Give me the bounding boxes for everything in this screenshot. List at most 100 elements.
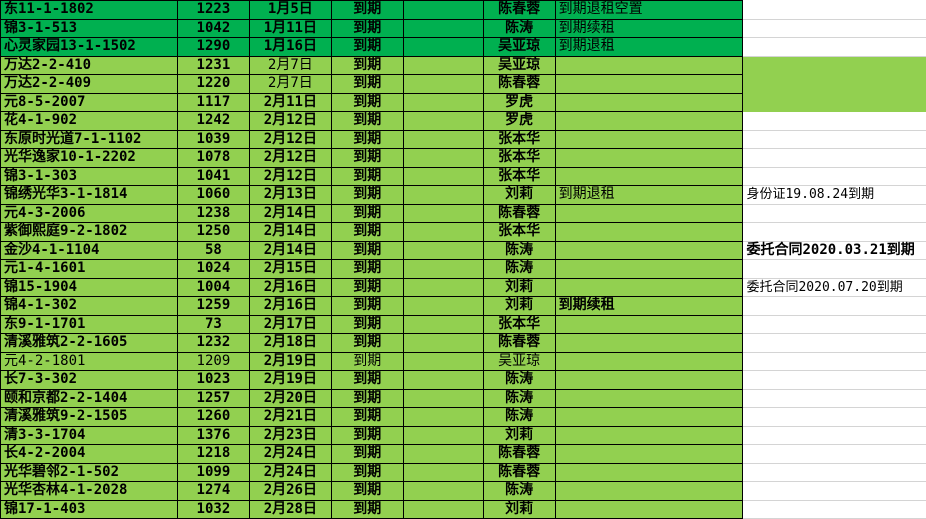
date-cell[interactable]: 2月14日 — [249, 241, 331, 260]
empty-cell[interactable] — [403, 426, 483, 445]
status-cell[interactable]: 到期 — [331, 371, 403, 390]
amount-cell[interactable]: 1041 — [177, 167, 249, 186]
address-cell[interactable]: 元8-5-2007 — [1, 93, 178, 112]
status-cell[interactable]: 到期 — [331, 500, 403, 519]
empty-cell[interactable] — [403, 408, 483, 427]
note-cell[interactable]: 到期退租 — [555, 186, 743, 205]
empty-cell[interactable] — [403, 167, 483, 186]
status-cell[interactable]: 到期 — [331, 426, 403, 445]
status-cell[interactable]: 到期 — [331, 408, 403, 427]
empty-cell[interactable] — [403, 463, 483, 482]
remark-cell[interactable] — [743, 1, 926, 20]
amount-cell[interactable]: 1238 — [177, 204, 249, 223]
address-cell[interactable]: 锦4-1-302 — [1, 297, 178, 316]
note-cell[interactable] — [555, 93, 743, 112]
address-cell[interactable]: 万达2-2-409 — [1, 75, 178, 94]
empty-cell[interactable] — [403, 19, 483, 38]
empty-cell[interactable] — [403, 389, 483, 408]
remark-cell[interactable] — [743, 426, 926, 445]
status-cell[interactable]: 到期 — [331, 445, 403, 464]
date-cell[interactable]: 2月21日 — [249, 408, 331, 427]
amount-cell[interactable]: 1220 — [177, 75, 249, 94]
date-cell[interactable]: 2月24日 — [249, 445, 331, 464]
status-cell[interactable]: 到期 — [331, 56, 403, 75]
remark-cell[interactable] — [743, 223, 926, 242]
agent-cell[interactable]: 吴亚琼 — [483, 38, 555, 57]
amount-cell[interactable]: 1260 — [177, 408, 249, 427]
remark-cell[interactable]: 委托合同2020.07.20到期 — [743, 278, 926, 297]
agent-cell[interactable]: 张本华 — [483, 130, 555, 149]
note-cell[interactable] — [555, 278, 743, 297]
agent-cell[interactable]: 罗虎 — [483, 112, 555, 131]
empty-cell[interactable] — [403, 186, 483, 205]
agent-cell[interactable]: 陈春蓉 — [483, 445, 555, 464]
note-cell[interactable] — [555, 56, 743, 75]
agent-cell[interactable]: 陈涛 — [483, 19, 555, 38]
address-cell[interactable]: 清3-3-1704 — [1, 426, 178, 445]
remark-cell[interactable]: 委托合同2020.03.21到期 — [743, 241, 926, 260]
empty-cell[interactable] — [403, 75, 483, 94]
empty-cell[interactable] — [403, 149, 483, 168]
date-cell[interactable]: 2月7日 — [249, 56, 331, 75]
status-cell[interactable]: 到期 — [331, 19, 403, 38]
remark-cell[interactable] — [743, 167, 926, 186]
empty-cell[interactable] — [403, 500, 483, 519]
amount-cell[interactable]: 1218 — [177, 445, 249, 464]
date-cell[interactable]: 2月26日 — [249, 482, 331, 501]
empty-cell[interactable] — [403, 278, 483, 297]
address-cell[interactable]: 锦15-1904 — [1, 278, 178, 297]
remark-cell[interactable] — [743, 445, 926, 464]
address-cell[interactable]: 紫御熙庭9-2-1802 — [1, 223, 178, 242]
address-cell[interactable]: 元4-2-1801 — [1, 352, 178, 371]
address-cell[interactable]: 光华碧邻2-1-502 — [1, 463, 178, 482]
note-cell[interactable] — [555, 389, 743, 408]
empty-cell[interactable] — [403, 112, 483, 131]
agent-cell[interactable]: 陈涛 — [483, 371, 555, 390]
address-cell[interactable]: 颐和京都2-2-1404 — [1, 389, 178, 408]
amount-cell[interactable]: 1232 — [177, 334, 249, 353]
note-cell[interactable]: 到期续租 — [555, 297, 743, 316]
remark-cell[interactable] — [743, 38, 926, 57]
remark-cell[interactable] — [743, 334, 926, 353]
remark-cell[interactable] — [743, 500, 926, 519]
empty-cell[interactable] — [403, 371, 483, 390]
amount-cell[interactable]: 1023 — [177, 371, 249, 390]
address-cell[interactable]: 清溪雅筑2-2-1605 — [1, 334, 178, 353]
date-cell[interactable]: 1月5日 — [249, 1, 331, 20]
note-cell[interactable] — [555, 352, 743, 371]
status-cell[interactable]: 到期 — [331, 130, 403, 149]
remark-cell[interactable] — [743, 56, 926, 75]
status-cell[interactable]: 到期 — [331, 241, 403, 260]
amount-cell[interactable]: 1209 — [177, 352, 249, 371]
remark-cell[interactable] — [743, 112, 926, 131]
note-cell[interactable] — [555, 204, 743, 223]
address-cell[interactable]: 长7-3-302 — [1, 371, 178, 390]
address-cell[interactable]: 花4-1-902 — [1, 112, 178, 131]
amount-cell[interactable]: 73 — [177, 315, 249, 334]
address-cell[interactable]: 心灵家园13-1-1502 — [1, 38, 178, 57]
status-cell[interactable]: 到期 — [331, 1, 403, 20]
amount-cell[interactable]: 1223 — [177, 1, 249, 20]
note-cell[interactable] — [555, 500, 743, 519]
empty-cell[interactable] — [403, 223, 483, 242]
agent-cell[interactable]: 陈涛 — [483, 408, 555, 427]
agent-cell[interactable]: 刘莉 — [483, 426, 555, 445]
agent-cell[interactable]: 陈涛 — [483, 389, 555, 408]
status-cell[interactable]: 到期 — [331, 315, 403, 334]
status-cell[interactable]: 到期 — [331, 260, 403, 279]
status-cell[interactable]: 到期 — [331, 149, 403, 168]
empty-cell[interactable] — [403, 334, 483, 353]
date-cell[interactable]: 2月12日 — [249, 167, 331, 186]
agent-cell[interactable]: 陈涛 — [483, 482, 555, 501]
empty-cell[interactable] — [403, 38, 483, 57]
status-cell[interactable]: 到期 — [331, 112, 403, 131]
agent-cell[interactable]: 陈春蓉 — [483, 463, 555, 482]
address-cell[interactable]: 东11-1-1802 — [1, 1, 178, 20]
status-cell[interactable]: 到期 — [331, 204, 403, 223]
agent-cell[interactable]: 张本华 — [483, 149, 555, 168]
remark-cell[interactable] — [743, 19, 926, 38]
address-cell[interactable]: 清溪雅筑9-2-1505 — [1, 408, 178, 427]
empty-cell[interactable] — [403, 482, 483, 501]
empty-cell[interactable] — [403, 130, 483, 149]
date-cell[interactable]: 2月17日 — [249, 315, 331, 334]
